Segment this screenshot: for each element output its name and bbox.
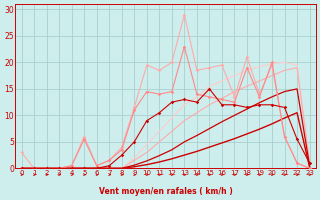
X-axis label: Vent moyen/en rafales ( km/h ): Vent moyen/en rafales ( km/h ) (99, 187, 232, 196)
